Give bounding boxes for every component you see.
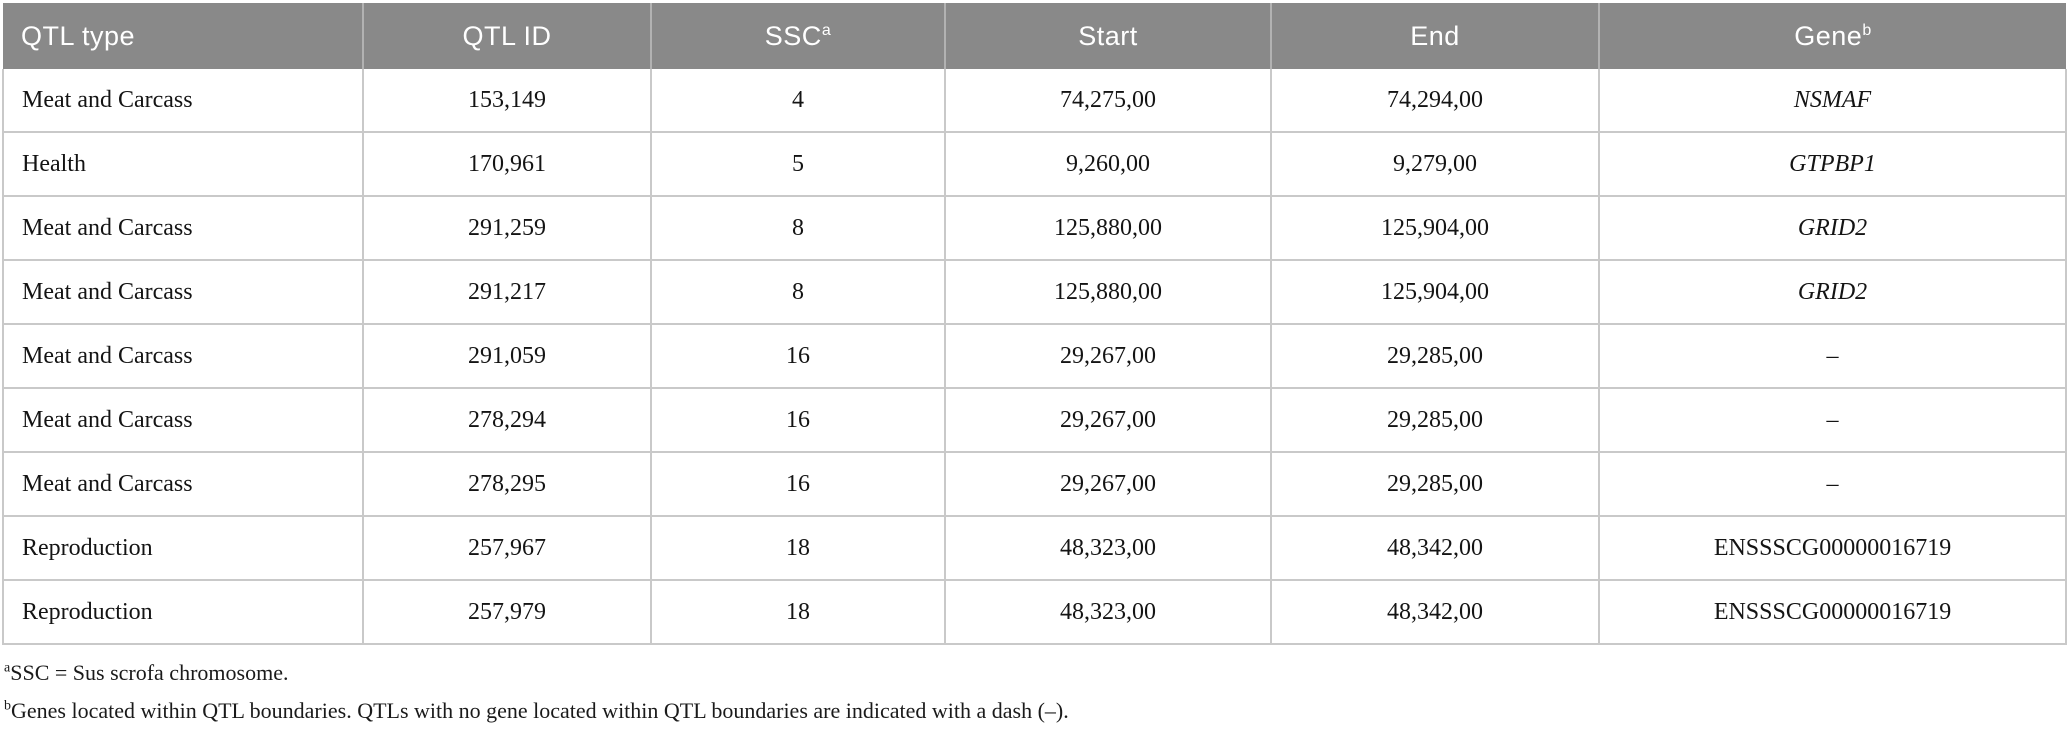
column-label: End — [1410, 20, 1460, 51]
cell-ssc: 8 — [650, 259, 946, 325]
cell-gene: NSMAF — [1598, 69, 2067, 133]
cell-qtl-type: Reproduction — [2, 515, 364, 581]
cell-end: 125,904,00 — [1270, 195, 1600, 261]
column-label: Start — [1078, 20, 1138, 51]
cell-end: 29,285,00 — [1270, 323, 1600, 389]
cell-qtl-type: Meat and Carcass — [2, 323, 364, 389]
cell-qtl-id: 257,967 — [362, 515, 652, 581]
footnote-marker: b — [4, 698, 11, 714]
cell-end: 125,904,00 — [1270, 259, 1600, 325]
cell-qtl-type: Meat and Carcass — [2, 195, 364, 261]
cell-end: 74,294,00 — [1270, 69, 1600, 133]
table-row: Health 170,961 5 9,260,00 9,279,00 GTPBP… — [2, 131, 2067, 197]
cell-start: 48,323,00 — [944, 515, 1272, 581]
cell-start: 125,880,00 — [944, 259, 1272, 325]
table-footnotes: aSSC = Sus scrofa chromosome. bGenes loc… — [4, 654, 2065, 730]
footnote-b: bGenes located within QTL boundaries. QT… — [4, 692, 2065, 730]
qtl-table: QTL type QTL ID SSCa Start End Geneb Mea… — [2, 3, 2067, 645]
footnote-a: aSSC = Sus scrofa chromosome. — [4, 654, 2065, 692]
cell-qtl-id: 291,059 — [362, 323, 652, 389]
cell-qtl-type: Meat and Carcass — [2, 387, 364, 453]
footnote-text: SSC = Sus scrofa chromosome. — [10, 660, 289, 685]
column-label: QTL ID — [462, 20, 552, 51]
table-header: QTL type QTL ID SSCa Start End Geneb — [3, 3, 2066, 69]
column-superscript: b — [1862, 21, 1872, 39]
cell-ssc: 16 — [650, 451, 946, 517]
cell-start: 29,267,00 — [944, 323, 1272, 389]
cell-start: 9,260,00 — [944, 131, 1272, 197]
cell-gene: – — [1598, 387, 2067, 453]
footnote-text: Genes located within QTL boundaries. QTL… — [11, 698, 1069, 723]
table-row: Reproduction 257,967 18 48,323,00 48,342… — [2, 515, 2067, 581]
column-label: Gene — [1794, 20, 1863, 51]
column-header-ssc: SSCa — [650, 3, 945, 69]
column-header-start: Start — [944, 3, 1271, 69]
column-header-qtl-id: QTL ID — [362, 3, 651, 69]
table-row: Reproduction 257,979 18 48,323,00 48,342… — [2, 579, 2067, 645]
cell-qtl-type: Health — [2, 131, 364, 197]
cell-ssc: 4 — [650, 69, 946, 133]
cell-ssc: 18 — [650, 579, 946, 645]
cell-end: 29,285,00 — [1270, 387, 1600, 453]
cell-gene: GTPBP1 — [1598, 131, 2067, 197]
table-row: Meat and Carcass 291,217 8 125,880,00 12… — [2, 259, 2067, 325]
cell-qtl-id: 170,961 — [362, 131, 652, 197]
column-header-qtl-type: QTL type — [3, 3, 363, 69]
cell-ssc: 5 — [650, 131, 946, 197]
cell-ssc: 18 — [650, 515, 946, 581]
cell-qtl-type: Meat and Carcass — [2, 69, 364, 133]
cell-end: 48,342,00 — [1270, 579, 1600, 645]
column-header-gene: Geneb — [1598, 3, 2066, 69]
table-row: Meat and Carcass 278,294 16 29,267,00 29… — [2, 387, 2067, 453]
table-row: Meat and Carcass 291,259 8 125,880,00 12… — [2, 195, 2067, 261]
cell-ssc: 8 — [650, 195, 946, 261]
column-superscript: a — [821, 21, 832, 39]
cell-start: 74,275,00 — [944, 69, 1272, 133]
cell-end: 48,342,00 — [1270, 515, 1600, 581]
column-label: QTL type — [21, 20, 136, 51]
cell-qtl-type: Meat and Carcass — [2, 259, 364, 325]
cell-qtl-id: 278,294 — [362, 387, 652, 453]
cell-gene: ENSSSCG00000016719 — [1598, 579, 2067, 645]
cell-gene: ENSSSCG00000016719 — [1598, 515, 2067, 581]
table-row: Meat and Carcass 153,149 4 74,275,00 74,… — [2, 69, 2067, 133]
cell-gene: – — [1598, 323, 2067, 389]
cell-qtl-id: 291,217 — [362, 259, 652, 325]
cell-start: 29,267,00 — [944, 387, 1272, 453]
table-row: Meat and Carcass 291,059 16 29,267,00 29… — [2, 323, 2067, 389]
cell-qtl-id: 257,979 — [362, 579, 652, 645]
cell-qtl-id: 291,259 — [362, 195, 652, 261]
footnote-marker: a — [4, 660, 11, 676]
column-header-end: End — [1270, 3, 1599, 69]
table-body: Meat and Carcass 153,149 4 74,275,00 74,… — [2, 69, 2067, 645]
column-label: SSC — [764, 20, 822, 51]
cell-gene: GRID2 — [1598, 195, 2067, 261]
cell-qtl-type: Meat and Carcass — [2, 451, 364, 517]
cell-ssc: 16 — [650, 323, 946, 389]
cell-start: 29,267,00 — [944, 451, 1272, 517]
cell-qtl-id: 153,149 — [362, 69, 652, 133]
table-row: Meat and Carcass 278,295 16 29,267,00 29… — [2, 451, 2067, 517]
cell-end: 29,285,00 — [1270, 451, 1600, 517]
cell-ssc: 16 — [650, 387, 946, 453]
cell-start: 125,880,00 — [944, 195, 1272, 261]
cell-qtl-type: Reproduction — [2, 579, 364, 645]
cell-end: 9,279,00 — [1270, 131, 1600, 197]
cell-gene: GRID2 — [1598, 259, 2067, 325]
cell-start: 48,323,00 — [944, 579, 1272, 645]
header-row: QTL type QTL ID SSCa Start End Geneb — [3, 3, 2066, 69]
cell-gene: – — [1598, 451, 2067, 517]
cell-qtl-id: 278,295 — [362, 451, 652, 517]
